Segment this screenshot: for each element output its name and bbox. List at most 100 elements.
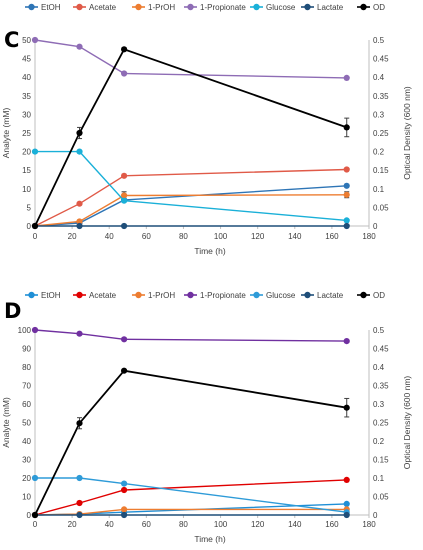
y-axis-title: Analyte (mM) bbox=[1, 108, 11, 159]
series-line bbox=[35, 477, 347, 513]
data-point bbox=[76, 218, 83, 225]
legend-swatch-marker bbox=[76, 291, 83, 299]
y-tick-label: 45 bbox=[22, 55, 31, 64]
legend-swatch-marker bbox=[135, 291, 142, 299]
x-tick-label: 0 bbox=[33, 520, 38, 529]
legend-entry: OD bbox=[373, 291, 385, 300]
legend-entry: Acetate bbox=[89, 3, 117, 12]
series-glucose bbox=[31, 474, 350, 516]
y-tick-label: 50 bbox=[22, 419, 31, 428]
x-tick-label: 60 bbox=[142, 232, 151, 241]
y-tick-label: 40 bbox=[22, 73, 31, 82]
series-line bbox=[34, 48, 347, 227]
chart-panel-d: D EtOH Acetate 1-PrOH 1-Propionate Glucose Lac… bbox=[1, 291, 412, 544]
data-point bbox=[343, 182, 350, 189]
series-line bbox=[34, 369, 347, 516]
legend-swatch-marker bbox=[135, 3, 142, 11]
data-point bbox=[343, 74, 350, 81]
y2-tick-label: 0.1 bbox=[373, 474, 385, 483]
y2-tick-label: 0.4 bbox=[373, 363, 385, 372]
legend-swatch-marker bbox=[253, 291, 260, 299]
x-tick-label: 100 bbox=[214, 520, 228, 529]
y2-tick-label: 0.35 bbox=[373, 382, 389, 391]
data-point bbox=[343, 404, 350, 411]
data-point bbox=[76, 148, 83, 155]
y-tick-label: 20 bbox=[22, 474, 31, 483]
series-1-propionate bbox=[31, 326, 350, 345]
series-1-propionate bbox=[31, 36, 350, 81]
y2-tick-label: 0.05 bbox=[373, 493, 389, 502]
x-tick-label: 160 bbox=[325, 520, 339, 529]
data-point bbox=[343, 191, 350, 198]
series-line bbox=[34, 194, 347, 227]
data-point bbox=[343, 476, 350, 483]
data-point bbox=[76, 511, 83, 519]
data-point bbox=[76, 129, 83, 137]
data-point bbox=[121, 367, 128, 374]
data-point bbox=[343, 338, 350, 345]
y-tick-label: 80 bbox=[22, 363, 31, 372]
data-point bbox=[121, 222, 128, 230]
legend-swatch-marker bbox=[76, 3, 83, 11]
data-point bbox=[76, 43, 83, 50]
legend-entry: 1-PrOH bbox=[148, 291, 175, 300]
data-point bbox=[121, 511, 128, 519]
y2-tick-label: 0.35 bbox=[373, 92, 389, 101]
y2-tick-label: 0.15 bbox=[373, 166, 389, 175]
data-point bbox=[31, 326, 39, 334]
data-point bbox=[121, 46, 128, 53]
data-point bbox=[76, 222, 83, 230]
data-point bbox=[76, 420, 83, 427]
y2-tick-label: 0 bbox=[373, 511, 378, 520]
data-point bbox=[343, 222, 350, 230]
y2-tick-label: 0.4 bbox=[373, 73, 385, 82]
x-tick-label: 160 bbox=[325, 232, 339, 241]
y2-tick-label: 0.05 bbox=[373, 203, 389, 212]
data-point bbox=[76, 499, 83, 507]
legend-entry: Glucose bbox=[266, 3, 296, 12]
y2-tick-label: 0.5 bbox=[373, 326, 385, 335]
y2-tick-label: 0.45 bbox=[373, 55, 389, 64]
y2-axis-title: Optical Density (600 nm) bbox=[402, 86, 412, 180]
y2-tick-label: 0.1 bbox=[373, 185, 385, 194]
legend-swatch-marker bbox=[253, 3, 260, 11]
x-tick-label: 120 bbox=[251, 520, 265, 529]
y-tick-label: 5 bbox=[27, 203, 32, 212]
y-tick-label: 30 bbox=[22, 110, 31, 119]
y-tick-label: 15 bbox=[22, 166, 31, 175]
y2-tick-label: 0 bbox=[373, 222, 378, 231]
y2-tick-label: 0.2 bbox=[373, 437, 385, 446]
panel-letter: C bbox=[4, 28, 19, 52]
legend-swatch-marker bbox=[187, 3, 194, 11]
legend-entry: EtOH bbox=[41, 3, 61, 12]
x-tick-label: 80 bbox=[179, 520, 188, 529]
data-point bbox=[343, 217, 350, 224]
series-line bbox=[34, 185, 347, 227]
x-axis-title: Time (h) bbox=[194, 534, 225, 544]
data-point bbox=[76, 330, 83, 337]
legend-entry: OD bbox=[373, 3, 385, 12]
y2-tick-label: 0.25 bbox=[373, 129, 389, 138]
x-axis-title: Time (h) bbox=[194, 246, 225, 256]
series-line bbox=[35, 150, 347, 222]
y-tick-label: 70 bbox=[22, 382, 31, 391]
y2-tick-label: 0.45 bbox=[373, 345, 389, 354]
legend-swatch-marker bbox=[304, 291, 311, 299]
legend-swatch-marker bbox=[187, 291, 194, 299]
series-line bbox=[34, 39, 347, 79]
y-tick-label: 25 bbox=[22, 129, 31, 138]
x-tick-label: 100 bbox=[214, 232, 228, 241]
data-point bbox=[343, 124, 350, 131]
data-point bbox=[121, 70, 128, 77]
panel-letter: D bbox=[4, 299, 21, 323]
y2-tick-label: 0.5 bbox=[373, 36, 385, 45]
y-tick-label: 0 bbox=[27, 222, 32, 231]
data-point bbox=[31, 222, 39, 230]
y-tick-label: 10 bbox=[22, 185, 31, 194]
x-tick-label: 180 bbox=[362, 232, 376, 241]
data-point bbox=[121, 486, 128, 494]
y-tick-label: 30 bbox=[22, 456, 31, 465]
legend-entry: EtOH bbox=[41, 291, 61, 300]
data-point bbox=[121, 480, 128, 487]
